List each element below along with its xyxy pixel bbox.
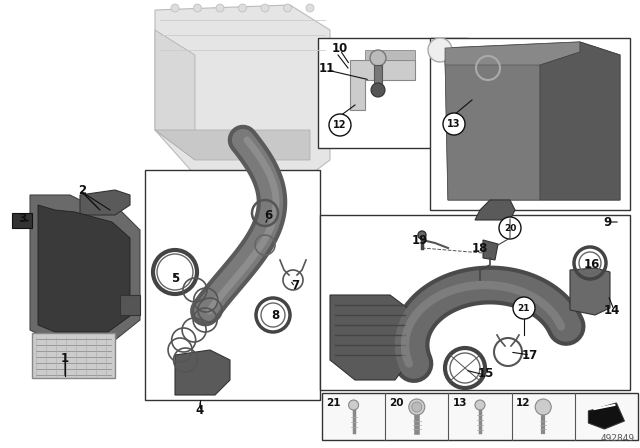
Polygon shape bbox=[175, 350, 230, 395]
Polygon shape bbox=[80, 190, 130, 215]
Circle shape bbox=[306, 4, 314, 12]
Text: 3: 3 bbox=[18, 211, 26, 224]
Text: 21: 21 bbox=[518, 303, 531, 313]
Polygon shape bbox=[350, 60, 415, 110]
Polygon shape bbox=[570, 268, 610, 315]
Circle shape bbox=[428, 38, 452, 62]
Polygon shape bbox=[540, 42, 620, 200]
Bar bbox=[322, 393, 638, 440]
Text: 14: 14 bbox=[604, 303, 620, 316]
Polygon shape bbox=[120, 295, 140, 315]
Circle shape bbox=[535, 399, 551, 415]
Circle shape bbox=[284, 4, 291, 12]
Polygon shape bbox=[330, 295, 410, 380]
Circle shape bbox=[261, 4, 269, 12]
Text: 13: 13 bbox=[452, 398, 467, 408]
Text: 15: 15 bbox=[478, 366, 494, 379]
Polygon shape bbox=[38, 205, 130, 332]
Text: 13: 13 bbox=[447, 119, 461, 129]
Circle shape bbox=[412, 402, 422, 412]
Text: 21: 21 bbox=[326, 398, 340, 408]
Circle shape bbox=[329, 114, 351, 136]
Bar bbox=[145, 170, 320, 400]
Text: 11: 11 bbox=[319, 61, 335, 74]
Text: 6: 6 bbox=[264, 208, 272, 221]
Bar bbox=[32, 333, 115, 378]
Circle shape bbox=[513, 297, 535, 319]
Text: 4: 4 bbox=[196, 404, 204, 417]
Polygon shape bbox=[475, 200, 515, 220]
Polygon shape bbox=[155, 5, 330, 175]
Text: 9: 9 bbox=[604, 215, 612, 228]
Polygon shape bbox=[365, 50, 415, 60]
Circle shape bbox=[239, 4, 246, 12]
Text: 12: 12 bbox=[333, 120, 347, 130]
Bar bbox=[374, 65, 382, 88]
Bar bbox=[320, 215, 630, 390]
Text: 12: 12 bbox=[516, 398, 530, 408]
Circle shape bbox=[409, 399, 425, 415]
Text: 5: 5 bbox=[171, 271, 179, 284]
Polygon shape bbox=[445, 60, 540, 200]
Text: 492849: 492849 bbox=[601, 434, 635, 443]
Bar bbox=[430, 38, 630, 210]
Polygon shape bbox=[483, 240, 498, 260]
Polygon shape bbox=[155, 30, 195, 160]
Bar bbox=[12, 213, 32, 228]
Text: 20: 20 bbox=[389, 398, 404, 408]
Text: 19: 19 bbox=[412, 233, 428, 246]
Text: 17: 17 bbox=[522, 349, 538, 362]
Circle shape bbox=[499, 217, 521, 239]
Circle shape bbox=[418, 231, 426, 239]
Text: 1: 1 bbox=[61, 352, 69, 365]
Circle shape bbox=[193, 4, 202, 12]
Text: 10: 10 bbox=[332, 42, 348, 55]
Text: 2: 2 bbox=[78, 184, 86, 197]
Polygon shape bbox=[155, 130, 310, 160]
Circle shape bbox=[171, 4, 179, 12]
Text: 7: 7 bbox=[291, 279, 299, 292]
Text: 8: 8 bbox=[271, 309, 279, 322]
Circle shape bbox=[216, 4, 224, 12]
Polygon shape bbox=[30, 195, 140, 340]
Text: 18: 18 bbox=[472, 241, 488, 254]
Polygon shape bbox=[445, 42, 620, 200]
Circle shape bbox=[443, 113, 465, 135]
Bar bbox=[318, 38, 468, 148]
Text: 16: 16 bbox=[584, 258, 600, 271]
Circle shape bbox=[475, 400, 485, 410]
Circle shape bbox=[371, 83, 385, 97]
Polygon shape bbox=[445, 42, 580, 65]
Text: 20: 20 bbox=[504, 224, 516, 233]
Polygon shape bbox=[588, 403, 625, 429]
Circle shape bbox=[349, 400, 358, 410]
Circle shape bbox=[370, 50, 386, 66]
